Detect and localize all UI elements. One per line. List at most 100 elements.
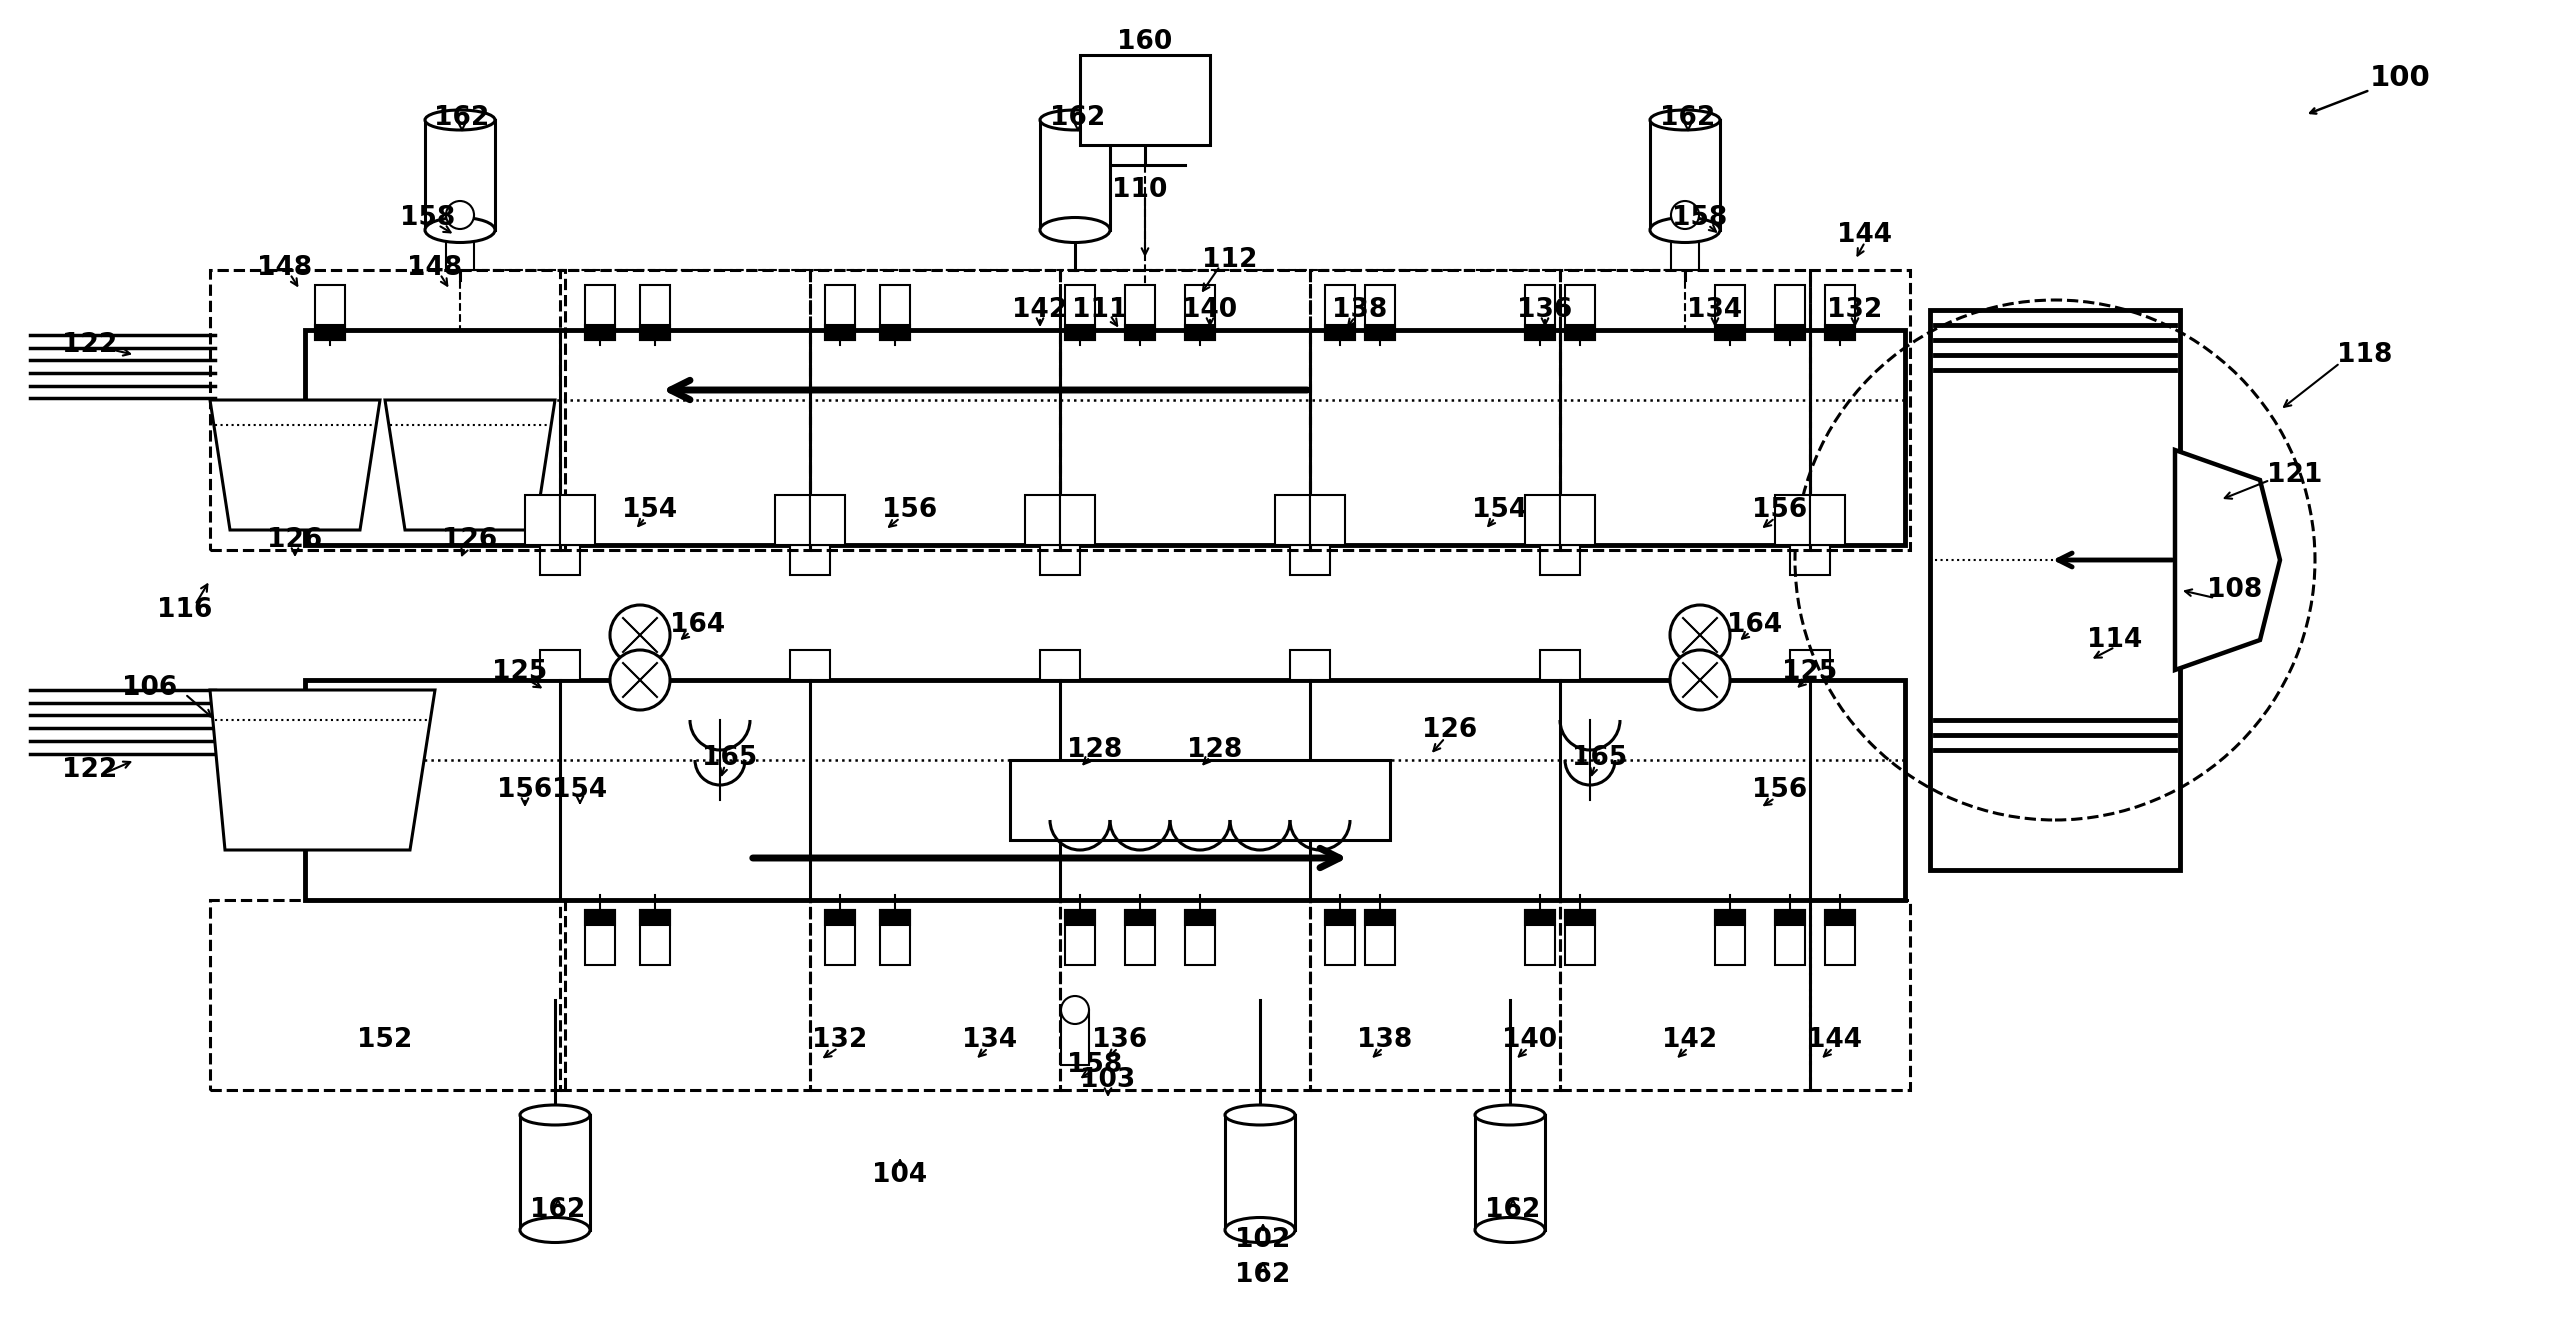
Bar <box>426 120 495 230</box>
Bar <box>810 271 1059 550</box>
Bar <box>1364 325 1395 341</box>
Bar <box>1931 310 2179 870</box>
Text: 162: 162 <box>433 106 490 131</box>
Bar <box>1041 649 1079 680</box>
Bar <box>1715 909 1746 965</box>
Bar <box>1126 909 1154 965</box>
Ellipse shape <box>1651 110 1720 129</box>
Ellipse shape <box>1041 110 1110 129</box>
Bar <box>641 909 669 965</box>
Text: 165: 165 <box>1572 744 1628 771</box>
Bar <box>1559 271 1810 550</box>
Bar <box>790 649 831 680</box>
Bar <box>315 285 346 341</box>
Bar <box>1826 909 1854 925</box>
Bar <box>1310 495 1346 545</box>
Bar <box>1474 1115 1546 1230</box>
Bar <box>1790 545 1831 576</box>
Bar <box>1715 325 1746 341</box>
Text: 121: 121 <box>2267 462 2323 488</box>
Text: 110: 110 <box>1113 177 1167 203</box>
Bar <box>541 649 579 680</box>
Ellipse shape <box>426 218 495 243</box>
Polygon shape <box>210 690 436 850</box>
Text: 132: 132 <box>1828 297 1882 323</box>
Text: 116: 116 <box>156 597 213 623</box>
Circle shape <box>446 201 474 228</box>
Text: 152: 152 <box>356 1027 413 1053</box>
Text: 136: 136 <box>1092 1027 1149 1053</box>
Bar <box>1826 325 1854 341</box>
Text: 118: 118 <box>2338 342 2392 368</box>
Text: 136: 136 <box>1518 297 1572 323</box>
Text: 138: 138 <box>1356 1027 1413 1053</box>
Bar <box>1526 909 1554 925</box>
Bar <box>520 1115 590 1230</box>
Bar <box>826 909 854 925</box>
Bar <box>305 330 1905 545</box>
Bar <box>1715 909 1746 925</box>
Bar <box>1290 545 1331 576</box>
Bar <box>1364 909 1395 965</box>
Bar <box>879 285 910 341</box>
Bar <box>1064 325 1095 341</box>
Ellipse shape <box>1041 218 1110 243</box>
Text: 162: 162 <box>531 1197 585 1224</box>
Bar <box>1226 1115 1295 1230</box>
Circle shape <box>610 649 669 710</box>
Bar <box>1185 909 1215 965</box>
Text: 126: 126 <box>444 527 497 553</box>
Text: 154: 154 <box>1472 498 1528 523</box>
Bar <box>1185 325 1215 341</box>
Bar <box>1061 1010 1090 1065</box>
Bar <box>210 900 564 1090</box>
Bar <box>1185 285 1215 341</box>
Bar <box>1059 495 1095 545</box>
Ellipse shape <box>1226 1105 1295 1125</box>
Bar <box>810 900 1059 1090</box>
Text: 125: 125 <box>492 659 549 685</box>
Bar <box>526 495 559 545</box>
Text: 162: 162 <box>1485 1197 1541 1224</box>
Text: 158: 158 <box>1672 205 1728 231</box>
Text: 154: 154 <box>551 777 608 803</box>
Bar <box>1826 285 1854 341</box>
Bar <box>1059 900 1310 1090</box>
Text: 156: 156 <box>1751 777 1808 803</box>
Bar <box>1564 325 1595 341</box>
Bar <box>1326 909 1354 925</box>
Bar <box>1126 909 1154 925</box>
Bar <box>1126 285 1154 341</box>
Bar <box>1064 909 1095 965</box>
Ellipse shape <box>520 1217 590 1242</box>
Text: 112: 112 <box>1203 247 1259 273</box>
Bar <box>1526 325 1554 341</box>
Bar <box>1774 909 1805 965</box>
Bar <box>1810 495 1846 545</box>
Text: 122: 122 <box>62 333 118 358</box>
Bar <box>1564 285 1595 341</box>
Text: 134: 134 <box>1687 297 1744 323</box>
Text: 104: 104 <box>872 1162 928 1188</box>
Ellipse shape <box>520 1105 590 1125</box>
Bar <box>305 680 1905 900</box>
Bar <box>1526 495 1559 545</box>
Text: 128: 128 <box>1067 737 1123 763</box>
Bar <box>559 271 810 550</box>
Bar <box>1126 325 1154 341</box>
Bar <box>559 900 810 1090</box>
Bar <box>879 325 910 341</box>
Bar <box>1364 285 1395 341</box>
Text: 126: 126 <box>267 527 323 553</box>
Bar <box>1026 495 1059 545</box>
Text: 148: 148 <box>256 255 313 281</box>
Text: 164: 164 <box>1728 612 1782 638</box>
Text: 138: 138 <box>1333 297 1387 323</box>
Bar <box>1564 909 1595 965</box>
Text: 158: 158 <box>400 205 456 231</box>
Text: 162: 162 <box>1236 1262 1290 1288</box>
Text: 140: 140 <box>1503 1027 1556 1053</box>
Bar <box>1810 271 1910 550</box>
Circle shape <box>610 605 669 665</box>
Text: 128: 128 <box>1187 737 1244 763</box>
